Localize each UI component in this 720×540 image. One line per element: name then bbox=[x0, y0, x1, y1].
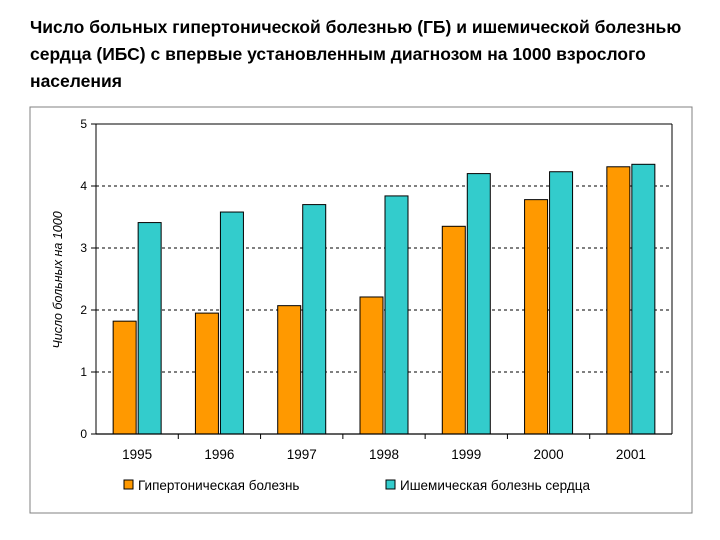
bar-gb-1996 bbox=[194, 312, 219, 435]
bar-ibs-1995 bbox=[137, 222, 162, 435]
bar-ibs-1998 bbox=[384, 195, 409, 435]
x-tick-label-2000: 2000 bbox=[534, 447, 564, 462]
x-tick-label-1998: 1998 bbox=[369, 447, 399, 462]
bar-gb-1995 bbox=[112, 320, 137, 435]
x-tick-label-2001: 2001 bbox=[616, 447, 646, 462]
slide-title: Число больных гипертонической болезнью (… bbox=[30, 17, 682, 91]
x-tick-label-1997: 1997 bbox=[287, 447, 317, 462]
x-tick-label-1996: 1996 bbox=[204, 447, 234, 462]
bar-gb-1999 bbox=[441, 225, 466, 435]
bar-ibs-2001 bbox=[631, 163, 656, 435]
legend-label-ibs: Ишемическая болезнь сердца bbox=[400, 478, 590, 493]
bar-gb-1998 bbox=[359, 296, 384, 435]
legend-label-gb: Гипертоническая болезнь bbox=[138, 478, 299, 493]
y-tick-label-2: 2 bbox=[80, 303, 87, 317]
bar-gb-2001 bbox=[606, 166, 631, 435]
bar-ibs-1999 bbox=[466, 173, 491, 435]
bar-ibs-1997 bbox=[302, 204, 327, 435]
legend-swatch-ibs bbox=[385, 479, 396, 490]
axes bbox=[91, 123, 672, 439]
x-tick-label-1995: 1995 bbox=[122, 447, 152, 462]
y-tick-label-4: 4 bbox=[80, 179, 87, 193]
y-tick-label-0: 0 bbox=[80, 427, 87, 441]
y-tick-label-5: 5 bbox=[80, 117, 87, 131]
grid-lines bbox=[96, 123, 673, 434]
y-tick-label-3: 3 bbox=[80, 241, 87, 255]
x-tick-label-1999: 1999 bbox=[451, 447, 481, 462]
legend-swatch-gb bbox=[123, 479, 134, 490]
legend: Гипертоническая болезнь Ишемическая болез… bbox=[123, 478, 590, 493]
bar-ibs-1996 bbox=[219, 211, 244, 435]
bar-gb-1997 bbox=[277, 305, 302, 435]
tick-labels: 0 1 2 3 4 5 1995 1996 1997 1998 1999 2000 2001 bbox=[80, 117, 646, 462]
y-axis-label: Число больных на 1000 bbox=[51, 211, 65, 348]
bar-gb-2000 bbox=[524, 199, 549, 435]
bars bbox=[112, 163, 656, 435]
bar-ibs-2000 bbox=[549, 171, 574, 435]
y-tick-label-1: 1 bbox=[80, 365, 87, 379]
